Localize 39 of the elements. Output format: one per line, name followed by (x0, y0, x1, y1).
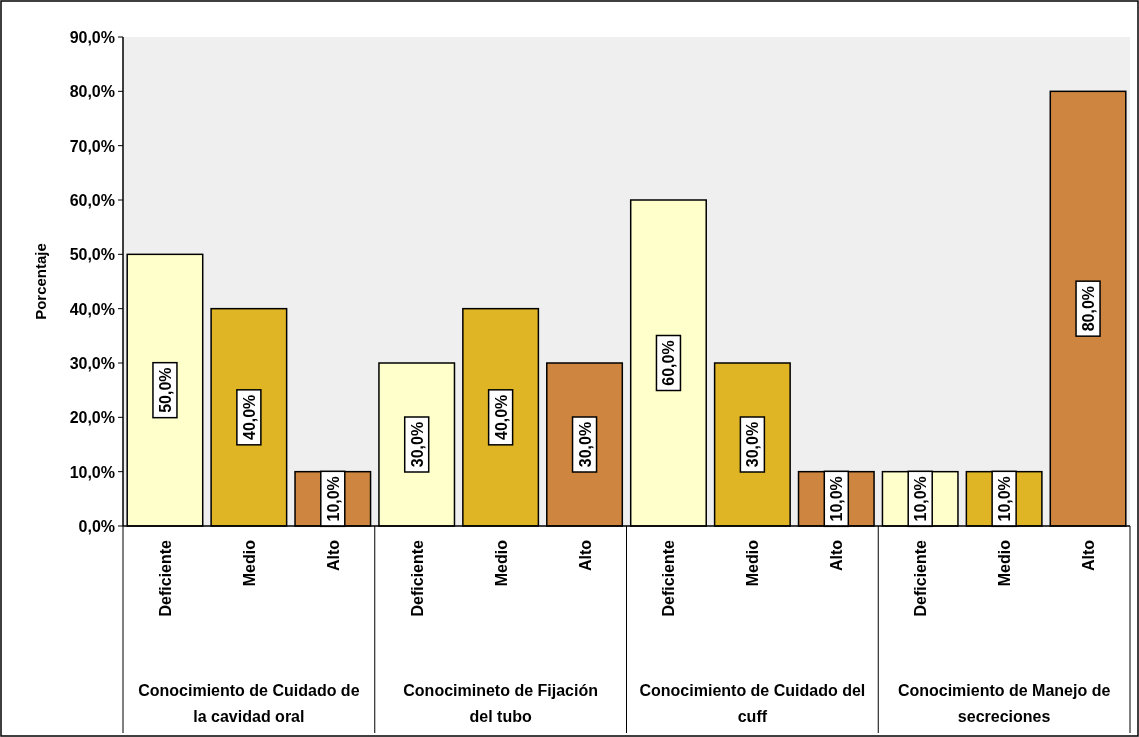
x-tick-label: Alto (1080, 539, 1098, 572)
x-tick-label: Medio (492, 539, 510, 587)
x-tick-label: Medio (744, 539, 762, 587)
x-tick-label: Alto (324, 539, 342, 572)
y-tick-label: 10,0% (69, 463, 115, 481)
x-tick-label: Alto (576, 539, 594, 572)
data-label: 40,0% (240, 394, 258, 441)
text: Conocimiento de Manejo de secreciones (897, 682, 1111, 725)
y-tick-label: 0,0% (78, 518, 115, 535)
data-label: 80,0% (1080, 285, 1098, 332)
x-tick-label: Medio (996, 539, 1014, 587)
y-tick-label: 70,0% (69, 137, 115, 155)
data-label: 10,0% (324, 476, 342, 522)
data-label: 10,0% (912, 476, 930, 522)
x-tick-label: Alto (828, 539, 846, 572)
x-tick-label: Deficiente (912, 539, 930, 617)
y-tick-label: 50,0% (69, 246, 115, 264)
x-tick-label: Medio (240, 539, 258, 587)
data-label: 40,0% (492, 394, 510, 441)
text: Conocimineto de Fijación del tubo (403, 682, 598, 725)
x-tick-label: Deficiente (660, 539, 678, 617)
x-tick-label: Deficiente (156, 539, 174, 617)
y-axis-title: Porcentaje (32, 243, 49, 320)
data-label: 10,0% (828, 476, 846, 522)
data-label: 60,0% (660, 340, 678, 386)
y-tick-label: 30,0% (69, 355, 115, 372)
y-tick-label: 60,0% (69, 192, 115, 209)
data-label: 30,0% (744, 421, 762, 468)
text: Conocimiento de Cuidado del cuff (639, 682, 866, 725)
x-tick-label: Deficiente (408, 539, 426, 617)
data-label: 30,0% (576, 421, 594, 468)
text: Conocimiento de Cuidado de la cavidad oral (138, 682, 360, 725)
y-tick-label: 20,0% (69, 409, 115, 427)
data-label: 10,0% (996, 476, 1014, 522)
y-tick-label: 40,0% (69, 300, 115, 318)
y-tick-label: 90,0% (69, 29, 115, 46)
data-label: 30,0% (408, 421, 426, 468)
data-label: 50,0% (156, 367, 174, 413)
y-tick-label: 80,0% (69, 83, 115, 101)
